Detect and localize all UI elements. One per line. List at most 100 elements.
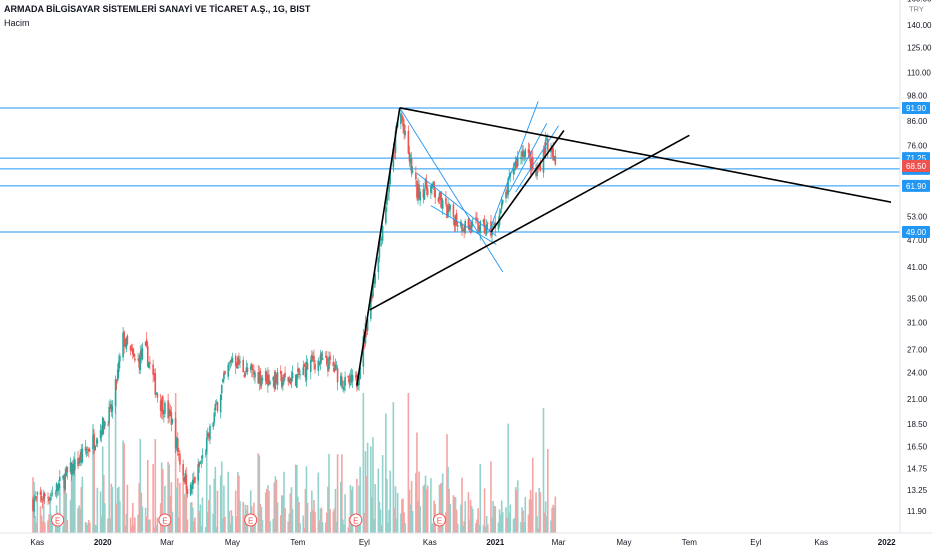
volume-bar (515, 489, 518, 533)
volume-bar (513, 517, 516, 533)
volume-bar (131, 502, 134, 533)
candle (267, 374, 269, 386)
candle (215, 404, 218, 405)
candle (386, 194, 388, 205)
candle (84, 447, 87, 451)
volume-bar (212, 513, 214, 533)
candle (123, 331, 125, 347)
volume-bar (40, 515, 43, 533)
volume-bar (302, 515, 305, 533)
candle (56, 485, 59, 489)
candle (281, 374, 283, 388)
candle (410, 158, 413, 173)
candle (99, 429, 102, 439)
candle (197, 464, 199, 481)
candle (553, 156, 556, 159)
volume-bar (266, 489, 268, 533)
candle (200, 461, 203, 463)
candle (344, 376, 346, 386)
volume-bar (505, 507, 507, 533)
candle (378, 242, 381, 258)
candle (296, 374, 298, 388)
volume-bar (321, 522, 324, 533)
volume-bar (445, 512, 447, 533)
candle (475, 217, 477, 219)
candle (275, 373, 278, 384)
volume-bar (215, 527, 218, 533)
candle (377, 258, 380, 273)
candle (258, 372, 261, 384)
candle (89, 450, 91, 452)
volume-bar (141, 506, 144, 533)
volume-bar (93, 448, 95, 533)
volume-bar (304, 488, 307, 533)
volume-bar (426, 485, 429, 533)
volume-bar (124, 525, 127, 533)
candle (423, 190, 426, 200)
time-axis: Kas 2020 Mar May Tem Eyl Kas 2021 Mar May Tem Eyl Ka… (0, 532, 932, 547)
volume-bar (94, 524, 97, 533)
candle (469, 226, 472, 229)
volume-bar (84, 522, 87, 533)
volume-bar (148, 519, 150, 533)
volume-bar (115, 503, 118, 533)
candle (169, 410, 172, 414)
candle (513, 168, 516, 170)
candle (272, 376, 275, 381)
volume-bar (234, 490, 237, 533)
candle (204, 453, 207, 455)
volume-bar (467, 492, 470, 533)
candle (213, 412, 216, 423)
candle (155, 392, 158, 395)
candle (86, 449, 89, 451)
volume-bar (161, 468, 164, 533)
candle (154, 373, 157, 395)
volume-bar (462, 525, 464, 533)
candle (186, 489, 189, 494)
volume-bar (486, 524, 489, 533)
candle (516, 157, 519, 166)
volume-bar (273, 482, 276, 533)
volume-bar (239, 501, 241, 533)
volume-bar (102, 474, 105, 533)
candle (228, 362, 231, 364)
volume-bar (402, 498, 404, 533)
volume-bar (430, 478, 432, 533)
earnings-marker (432, 513, 446, 527)
candle (273, 375, 276, 387)
candle (355, 375, 357, 378)
volume-bar (355, 521, 357, 533)
volume-bar (366, 442, 369, 533)
volume-bar (362, 393, 365, 533)
volume-bar (539, 492, 542, 533)
volume-bar (297, 496, 299, 533)
candle (79, 454, 81, 463)
volume-bar (374, 484, 376, 533)
candle (505, 191, 507, 199)
candle (319, 355, 322, 364)
volume-layer (32, 393, 557, 533)
candle (87, 448, 90, 452)
volume-bar (309, 512, 312, 533)
candle (291, 372, 294, 379)
candle (95, 444, 98, 446)
y-tick-label: 21.00 (907, 395, 928, 404)
volume-bar (126, 484, 129, 533)
candle (32, 498, 34, 511)
volume-bar (537, 528, 539, 533)
candle (554, 155, 557, 165)
volume-bar (475, 523, 477, 533)
candle (66, 466, 69, 473)
volume-bar (524, 496, 527, 533)
x-tick-label: 2020 (94, 538, 112, 547)
candle (77, 457, 79, 466)
volume-bar (351, 486, 354, 533)
candle (524, 149, 527, 157)
x-tick-label: 2022 (878, 538, 896, 547)
volume-bar (456, 523, 459, 533)
candle (522, 150, 524, 158)
volume-bar (152, 464, 154, 533)
